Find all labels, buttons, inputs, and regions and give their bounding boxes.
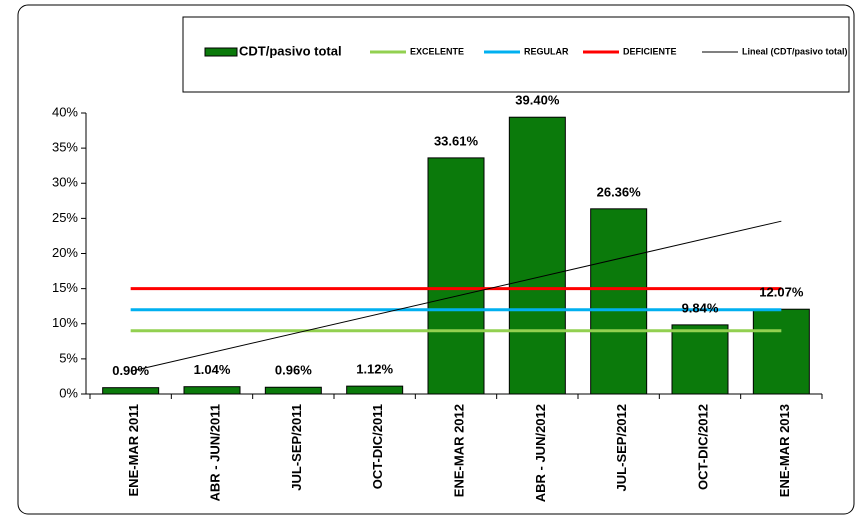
x-tick-label: OCT-DIC/2011 [370, 404, 385, 489]
data-label: 0.96% [275, 363, 312, 378]
bar [427, 157, 485, 395]
y-tick-label: 10% [52, 315, 78, 330]
y-tick-label: 5% [59, 350, 78, 365]
x-tick-label: ABR - JUN/2012 [533, 404, 548, 502]
y-tick-label: 30% [52, 175, 78, 190]
x-tick-label: ENE-MAR 2011 [126, 404, 141, 496]
legend-label: Lineal (CDT/pasivo total) [742, 46, 848, 56]
y-tick-label: 20% [52, 245, 78, 260]
bar [346, 385, 404, 395]
x-tick-label: ABR - JUN/2011 [207, 404, 222, 502]
bar [102, 387, 160, 395]
y-tick-label: 35% [52, 140, 78, 155]
x-tick-label: ENE-MAR 2013 [777, 404, 792, 497]
data-label: 0.90% [112, 363, 149, 378]
legend-swatch [204, 47, 238, 57]
y-tick-label: 25% [52, 210, 78, 225]
data-label: 26.36% [597, 184, 642, 199]
data-label: 1.04% [194, 362, 231, 377]
legend-label: REGULAR [524, 46, 569, 56]
data-label: 39.40% [515, 93, 560, 108]
bar [183, 386, 241, 395]
legend-label: EXCELENTE [410, 46, 464, 56]
data-label: 9.84% [682, 300, 719, 315]
x-tick-label: JUL-SEP/2011 [289, 404, 304, 491]
y-tick-label: 40% [52, 104, 78, 119]
x-tick-label: OCT-DIC/2012 [695, 404, 710, 490]
data-label: 1.12% [356, 362, 393, 377]
x-tick-label: JUL-SEP/2012 [614, 404, 629, 491]
bar [671, 324, 729, 395]
legend-box [182, 16, 850, 93]
bar [752, 308, 810, 395]
y-tick-label: 0% [59, 385, 78, 400]
x-tick-label: ENE-MAR 2012 [451, 404, 466, 497]
data-label: 33.61% [434, 133, 479, 148]
bar [264, 386, 322, 395]
data-label: 12.07% [759, 285, 804, 300]
legend-label: DEFICIENTE [623, 46, 677, 56]
bar [508, 116, 566, 395]
legend-label: CDT/pasivo total [239, 43, 342, 58]
trendline [130, 220, 782, 372]
y-tick-label: 15% [52, 280, 78, 295]
bar [590, 208, 648, 395]
